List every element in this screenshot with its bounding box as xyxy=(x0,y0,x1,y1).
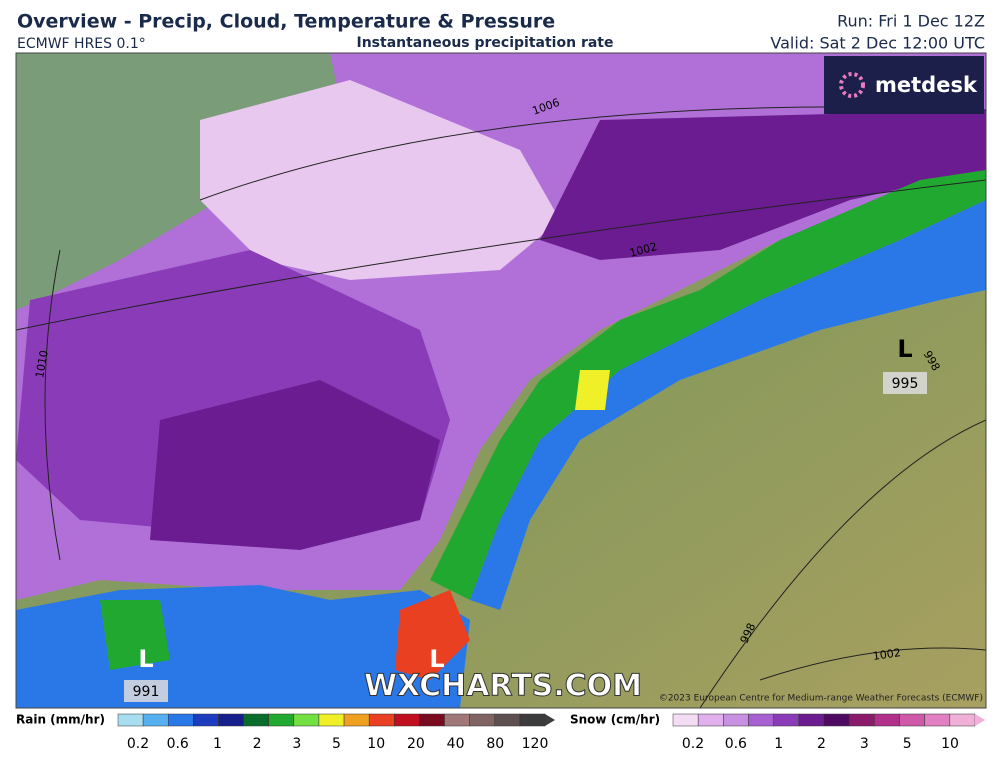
legend-tick-label: 5 xyxy=(903,736,912,752)
map xyxy=(16,53,986,708)
legend-swatch xyxy=(748,713,774,727)
legend-swatch xyxy=(368,713,395,727)
isobar xyxy=(759,647,986,681)
legend-arrow xyxy=(975,714,985,726)
legend-swatch xyxy=(697,713,724,727)
legend-swatch xyxy=(218,713,244,727)
legend-tick-label: 3 xyxy=(860,736,869,752)
legend-swatch xyxy=(949,713,976,727)
legend-tick-label: 2 xyxy=(253,736,262,752)
legend-swatch xyxy=(469,713,496,727)
legend-tick-label: 1 xyxy=(774,736,783,752)
legend-swatch xyxy=(519,713,546,727)
logo-box xyxy=(824,56,984,114)
low-pressure: 995 xyxy=(892,376,919,392)
low-symbol: L xyxy=(138,645,153,673)
logo: metdesk xyxy=(875,73,978,97)
snow-legend-title: Snow (cm/hr) xyxy=(570,713,660,727)
legend-tick-label: 40 xyxy=(447,736,465,752)
legend-tick-label: 10 xyxy=(367,736,385,752)
legend-swatch xyxy=(142,713,169,727)
legend-tick-label: 2 xyxy=(817,736,826,752)
field: Instantaneous precipitation rate xyxy=(357,35,614,51)
legend-swatch xyxy=(723,713,749,727)
title: Overview - Precip, Cloud, Temperature & … xyxy=(17,11,555,33)
rain-band xyxy=(430,170,986,600)
legend-swatch xyxy=(444,713,470,727)
valid: Valid: Sat 2 Dec 12:00 UTC xyxy=(770,34,985,53)
legend-swatch xyxy=(318,713,345,727)
copyright: ©2023 European Centre for Medium-range W… xyxy=(659,694,983,704)
low-symbol: L xyxy=(429,645,444,673)
legend-swatch xyxy=(268,713,295,727)
pressure-box xyxy=(883,372,927,394)
legend-swatch xyxy=(293,713,320,727)
heavy-snow xyxy=(540,110,986,260)
legend-swatch xyxy=(243,713,269,727)
legend-tick-label: 10 xyxy=(941,736,959,752)
legend-swatch xyxy=(773,713,800,727)
run: Run: Fri 1 Dec 12Z xyxy=(837,12,985,31)
legend-swatch xyxy=(193,713,219,727)
isobar xyxy=(44,249,61,561)
isobar-label: 1002 xyxy=(872,646,902,663)
isobar-label: 1010 xyxy=(33,349,51,379)
isobar xyxy=(16,179,986,331)
legend-tick-label: 3 xyxy=(292,736,301,752)
legend-swatch xyxy=(823,713,850,727)
pressure-box xyxy=(124,680,168,702)
legend-swatch xyxy=(167,713,194,727)
legends: 0.2 0.6 1 2 3 5 10 20 40 80 120 0.2 0.6 1 2 3 5 10 xyxy=(117,713,985,752)
legend-tick-label: 0.6 xyxy=(167,736,189,752)
legend-tick-label: 0.2 xyxy=(127,736,149,752)
rain-area xyxy=(100,600,170,670)
logo-icon xyxy=(839,72,865,98)
model: ECMWF HRES 0.1° xyxy=(17,36,146,52)
legend-swatch xyxy=(848,713,875,727)
legend-tick-label: 80 xyxy=(486,736,504,752)
legend-tick-label: 0.2 xyxy=(682,736,704,752)
legend-swatch xyxy=(494,713,521,727)
legend-swatch xyxy=(672,713,699,727)
map-border xyxy=(15,52,987,709)
legend-tick-label: 120 xyxy=(522,736,549,752)
legend-arrow xyxy=(545,714,555,726)
rain-core xyxy=(575,370,610,410)
rain-band xyxy=(470,200,986,610)
light-snow xyxy=(200,80,560,280)
low-pressure: 991 xyxy=(133,684,160,700)
legend-swatch xyxy=(924,713,951,727)
legend-swatch xyxy=(899,713,925,727)
rain-core xyxy=(395,590,470,680)
legend-swatch xyxy=(343,713,370,727)
legend-swatch xyxy=(394,713,420,727)
legend-tick-label: 5 xyxy=(332,736,341,752)
legend-swatch xyxy=(117,713,144,727)
legend-tick-label: 20 xyxy=(407,736,425,752)
isobar xyxy=(699,419,986,708)
legend-swatch xyxy=(798,713,825,727)
heavy-snow xyxy=(150,380,440,550)
watermark: WXCHARTS.COM xyxy=(364,669,642,704)
legend-tick-label: 1 xyxy=(213,736,222,752)
legend-swatch xyxy=(419,713,445,727)
legend-swatch xyxy=(874,713,900,727)
legend-tick-label: 0.6 xyxy=(725,736,747,752)
rain-legend-title: Rain (mm/hr) xyxy=(16,713,105,727)
low-symbol: L xyxy=(897,335,912,363)
